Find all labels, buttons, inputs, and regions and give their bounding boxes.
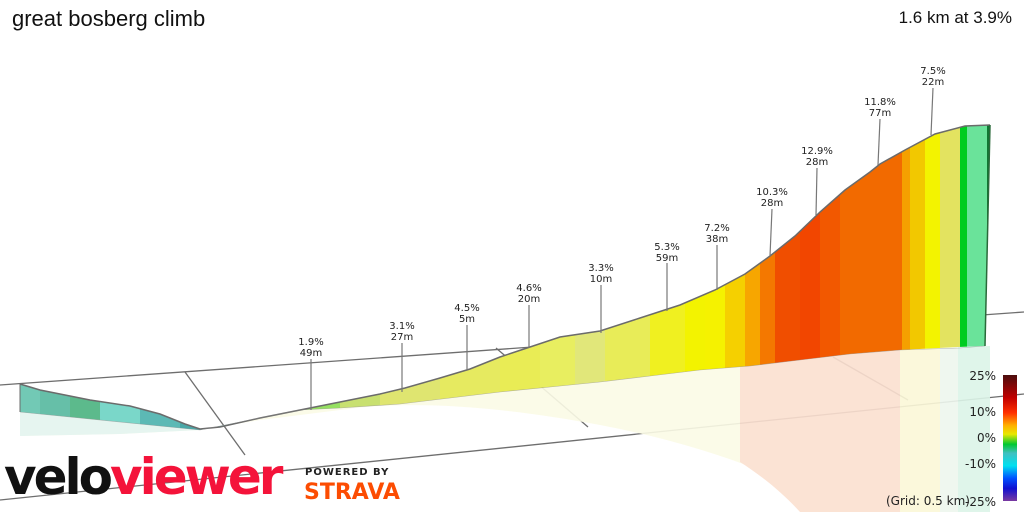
annotation-length: 28m xyxy=(806,157,828,168)
veloviewer-logo[interactable]: veloviewer xyxy=(4,452,283,502)
annotation-grade: 3.1% xyxy=(389,321,414,332)
annotation-length: 5m xyxy=(459,314,475,325)
annotation-grade: 12.9% xyxy=(801,146,833,157)
annotation-length: 20m xyxy=(518,294,540,305)
legend-label-minus10: -10% xyxy=(965,457,996,471)
legend-label-10: 10% xyxy=(969,405,996,419)
logo-velo-text: velo xyxy=(4,448,113,506)
profile-reflection xyxy=(20,346,990,512)
logo-viewer-text: viewer xyxy=(110,448,283,506)
annotation-length: 28m xyxy=(761,198,783,209)
climb-summary: 1.6 km at 3.9% xyxy=(898,8,1012,27)
page-title: great bosberg climb xyxy=(12,6,206,31)
annotation-grade: 4.6% xyxy=(516,283,541,294)
annotation-length: 27m xyxy=(391,332,413,343)
annotation-length: 59m xyxy=(656,253,678,264)
annotation-grade: 3.3% xyxy=(588,263,613,274)
annotation-length: 49m xyxy=(300,348,322,359)
powered-by-label: POWERED BY xyxy=(305,467,390,478)
annotation-leaders xyxy=(310,87,934,410)
profile-outline xyxy=(19,124,991,430)
annotation-grade: 4.5% xyxy=(454,303,479,314)
annotation-grade: 7.2% xyxy=(704,223,729,234)
legend-color-bar xyxy=(1003,375,1017,501)
annotation-length: 77m xyxy=(869,108,891,119)
annotation-grade: 7.5% xyxy=(920,66,945,77)
annotation-grade: 10.3% xyxy=(756,187,788,198)
grade-color-legend: 25% 10% 0% -10% -25% xyxy=(965,369,1017,509)
legend-label-minus25: -25% xyxy=(965,495,996,509)
annotation-grade: 1.9% xyxy=(298,337,323,348)
strava-logo[interactable]: STRAVA xyxy=(304,480,400,505)
annotation-grade: 11.8% xyxy=(864,97,896,108)
legend-label-25: 25% xyxy=(969,369,996,383)
annotation-length: 10m xyxy=(590,274,612,285)
grid-scale-note: (Grid: 0.5 km) xyxy=(886,494,970,508)
annotation-length: 38m xyxy=(706,234,728,245)
profile-baseline xyxy=(19,345,986,431)
legend-label-0: 0% xyxy=(977,431,996,445)
annotation-length: 22m xyxy=(922,77,944,88)
annotation-grade: 5.3% xyxy=(654,242,679,253)
annotation-labels: 1.9% 49m 3.1% 27m 4.5% 5m 4.6% 20m 3.3% … xyxy=(298,66,945,359)
